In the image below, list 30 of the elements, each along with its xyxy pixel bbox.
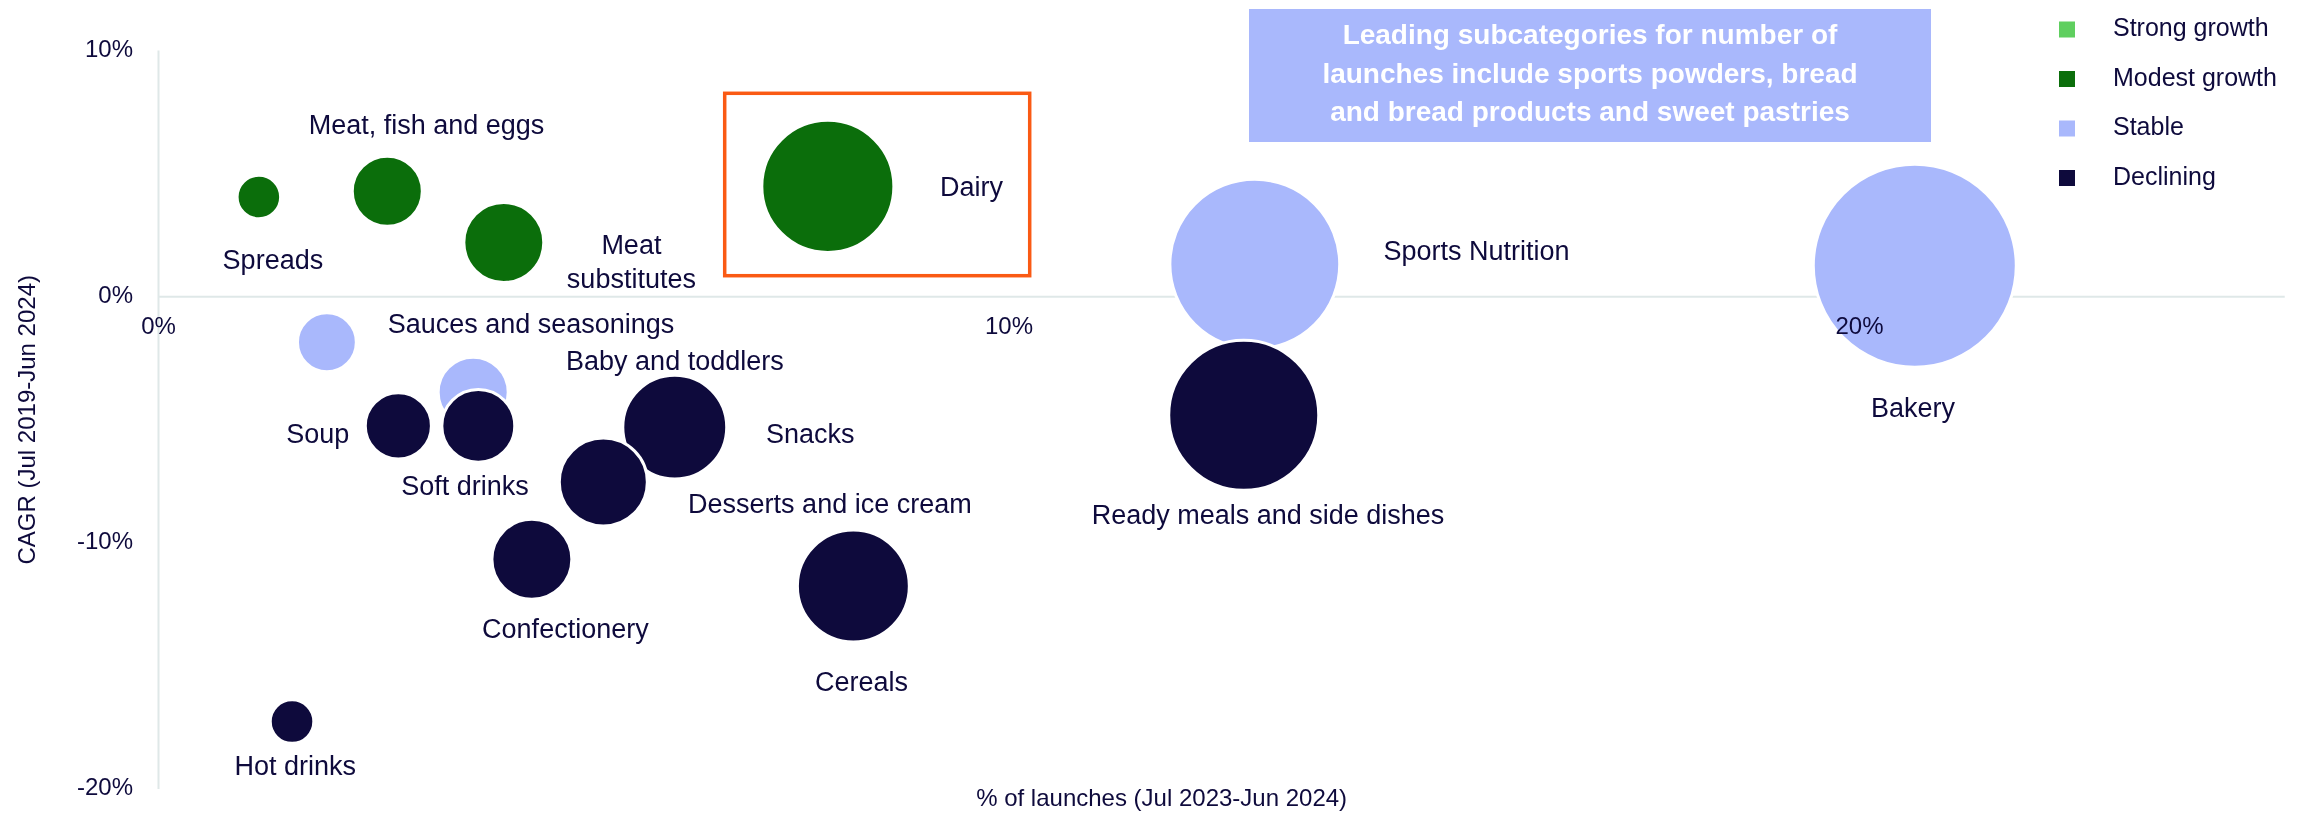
x-tick-label: 10% (984, 312, 1034, 340)
annotation: Desserts and ice cream (688, 488, 972, 519)
annotation: Soup (286, 419, 350, 450)
annotation: Hot drinks (234, 750, 357, 781)
annotation: Baby and toddlers (566, 346, 784, 377)
annotation: Spreads (222, 244, 324, 275)
annotation: Snacks (765, 418, 855, 449)
annotation: Confectionery (482, 614, 650, 645)
legend-label: Modest growth (2113, 62, 2277, 91)
annotation: Bakery (1870, 393, 1956, 424)
annotation: Sports Nutrition (1383, 236, 1570, 267)
x-tick-label: 20% (1835, 312, 1884, 340)
y-tick-label: 0% (98, 281, 133, 309)
y-tick-label: -20% (76, 773, 133, 801)
annotation: Dairy (940, 172, 1004, 203)
legend-label: Declining (2113, 161, 2216, 190)
annotation: Meat substitutes (566, 230, 696, 295)
legend-label: Stable (2113, 112, 2184, 141)
annotation: Sauces and seasonings (387, 309, 675, 340)
legend-label: Strong growth (2113, 13, 2269, 42)
y-tick-label: -10% (76, 527, 133, 555)
y-axis-title: CAGR (Jul 2019-Jun 2024) (13, 275, 41, 565)
annotation: Soft drinks (401, 471, 529, 502)
annotation: Meat, fish and eggs (308, 110, 545, 141)
x-tick-label: 0% (141, 312, 176, 340)
annotation: Leading subcategories for number of launches include sports powders, bread and bread products and sweet pastries (1322, 19, 1858, 128)
annotation: Ready meals and side dishes (1091, 500, 1445, 531)
x-axis-title: % of launches (Jul 2023-Jun 2024) (976, 784, 1348, 812)
annotation: Cereals (814, 667, 909, 698)
y-tick-label: 10% (84, 34, 133, 62)
